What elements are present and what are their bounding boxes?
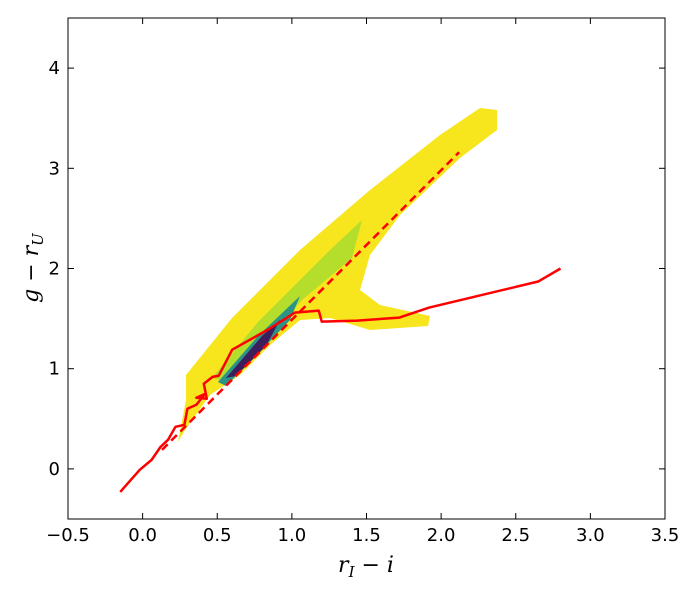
- y-tick-label: 1: [49, 359, 60, 380]
- x-label-rest: − i: [355, 553, 394, 578]
- density-level-4: [226, 320, 280, 378]
- x-tick-label: 3.5: [651, 525, 680, 546]
- x-tick-label: 1.0: [278, 525, 307, 546]
- y-tick-label: 3: [49, 158, 60, 179]
- x-label-sub: I: [348, 563, 356, 581]
- y-label-main: g − r: [19, 244, 44, 303]
- line: [119, 267, 562, 493]
- plot-frame: [67, 17, 666, 520]
- x-tick-label: 2.0: [427, 525, 456, 546]
- x-tick-label: 0.0: [128, 525, 157, 546]
- y-label-sub: U: [29, 232, 47, 246]
- density-level-2: [212, 220, 362, 382]
- y-tick-label: 2: [49, 259, 60, 280]
- y-axis-label: g − rU: [19, 232, 47, 303]
- x-tick-label: 1.5: [352, 525, 381, 546]
- y-tick-label: 0: [49, 459, 60, 480]
- y-tick-label: 4: [49, 58, 60, 79]
- x-tick-label: 3.0: [576, 525, 605, 546]
- x-label-main: r: [338, 553, 350, 578]
- x-axis-label: rI − i: [338, 553, 394, 581]
- x-tick-label: 2.5: [501, 525, 530, 546]
- dashed-line: [161, 151, 460, 451]
- x-tick-label: 0.5: [203, 525, 232, 546]
- x-tick-label: −0.5: [46, 525, 90, 546]
